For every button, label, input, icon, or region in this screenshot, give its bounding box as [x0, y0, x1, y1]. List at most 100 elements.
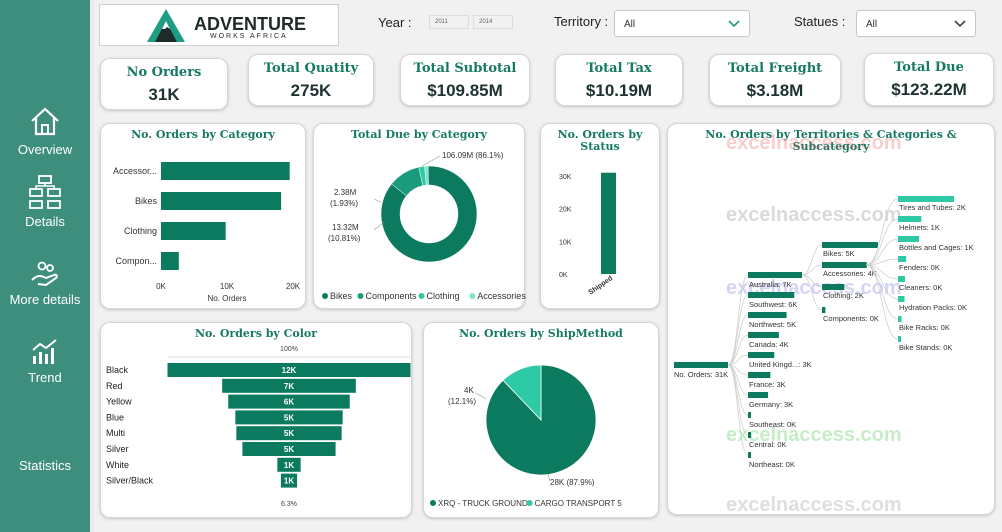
funnel-category-label: White: [106, 460, 129, 470]
tree-category-bar: [822, 307, 826, 313]
tree-connector: [801, 264, 823, 276]
nav-label: Details: [25, 214, 65, 229]
chart-orders-by-status: No. Orders by Status 0K 10K 20K 30K Shipped: [540, 123, 660, 309]
legend-label: Accessories: [477, 291, 526, 301]
legend-label: Bikes: [330, 291, 353, 301]
tree-subcategory-bar: [898, 276, 905, 282]
category-label: Clothing: [124, 226, 157, 236]
tree-connector: [865, 238, 899, 266]
legend-marker: [357, 293, 364, 299]
data-label: 4K: [464, 386, 474, 395]
funnel-bar: [167, 363, 411, 377]
tree-territory-bar: [748, 312, 787, 318]
trend-chart-icon: [32, 339, 57, 364]
category-label: Compon...: [115, 256, 157, 266]
chart-orders-by-category: No. Orders by Category Accessor... Bikes C…: [100, 123, 306, 309]
kpi-title: Total Tax: [586, 61, 652, 76]
tree-root-label: No. Orders: 31K: [674, 370, 728, 379]
status-value: All: [866, 19, 878, 30]
chart-title: No. Orders by Territories & Categories &…: [705, 128, 957, 153]
data-label: (1.93%): [330, 199, 358, 208]
total-due-donut-svg: 106.09M (86.1%) 2.38M (1.93%) 13.32M (10.81%…: [322, 151, 526, 301]
tree-territory-bar: [748, 272, 802, 278]
funnel-category-label: Red: [106, 381, 123, 391]
tree-subcategory-label: Bike Stands: 0K: [899, 343, 952, 352]
year-to-input[interactable]: 2014: [473, 15, 513, 29]
tree-subcategory-label: Hydration Packs: 0K: [899, 303, 967, 312]
nav-label: Overview: [17, 142, 73, 157]
tree-territory-label: Australia: 7K: [749, 280, 792, 289]
kpi-value: $10.19M: [585, 81, 653, 100]
tree-connector: [865, 218, 899, 266]
funnel-bar: [242, 442, 336, 456]
status-label: Statues :: [794, 14, 846, 29]
tree-connector: [727, 364, 749, 436]
legend-marker: [526, 500, 533, 506]
chevron-down-icon: [954, 20, 966, 28]
kpi-value: $123.22M: [891, 80, 967, 99]
kpi-card-subtotal: Total Subtotal $109.85M: [400, 54, 530, 106]
x-tick-label: 10K: [220, 282, 235, 291]
y-tick-label: 20K: [559, 207, 572, 214]
tree-connector: [865, 264, 899, 340]
territory-dropdown[interactable]: All: [614, 10, 750, 37]
tree-territory-bar: [748, 432, 751, 438]
tree-connector: [727, 294, 749, 366]
main-area: ADVENTURE WORKS AFRICA Year : 2011 2014 …: [94, 0, 1002, 532]
category-label: Accessor...: [113, 166, 157, 176]
x-tick-label: 20K: [286, 282, 301, 291]
chart-orders-by-color: No. Orders by Color 100% Black 12K Red 7K Yel…: [100, 322, 412, 518]
kpi-card-quantity: Total Quatity 275K: [248, 54, 374, 106]
x-axis-label: No. Orders: [207, 294, 246, 303]
kpi-title: Total Freight: [727, 61, 823, 76]
tree-connector: [727, 364, 749, 456]
nav-label: Statistics: [18, 458, 71, 473]
legend-marker: [469, 293, 476, 299]
funnel-category-label: Blue: [106, 412, 124, 422]
y-tick-label: 30K: [559, 174, 572, 181]
funnel-bar: [222, 378, 356, 393]
sidebar: Overview Details More details Trend: [0, 0, 90, 532]
year-from-input[interactable]: 2011: [429, 15, 469, 29]
year-slicer[interactable]: 2011 2014: [427, 12, 517, 34]
tree-subcategory-bar: [898, 316, 902, 322]
tree-subcategory-bar: [898, 196, 954, 202]
chart-title: No. Orders by Category: [131, 128, 275, 141]
status-bar: [601, 172, 616, 274]
leader-line: [421, 155, 441, 167]
kpi-value: $109.85M: [427, 81, 503, 100]
tree-territory-label: Southwest: 6K: [749, 300, 797, 309]
funnel-top-pct: 100%: [280, 346, 298, 353]
chart-decomposition-tree: No. Orders by Territories & Categories &…: [667, 123, 995, 515]
y-tick-label: 0K: [559, 272, 568, 279]
data-label: 13.32M: [332, 223, 359, 232]
funnel-category-label: Multi: [106, 428, 125, 438]
nav-details[interactable]: Details: [0, 174, 90, 229]
kpi-title: Total Due: [894, 60, 964, 75]
data-label: 28K (87.9%): [550, 478, 595, 487]
tree-subcategory-label: Bottles and Cages: 1K: [899, 243, 974, 252]
kpi-title: No Orders: [126, 65, 202, 80]
tree-subcategory-label: Helmets: 1K: [899, 223, 940, 232]
mountain-logo-icon: [147, 9, 185, 42]
funnel-value-label: 5K: [284, 413, 294, 422]
shipmethod-pie-svg: 4K (12.1%) 28K (87.9%) XRQ - TRUCK GROUND CA…: [430, 364, 622, 508]
funnel-value-label: 1K: [284, 477, 294, 486]
chevron-down-icon: [728, 20, 740, 28]
chart-title: No. Orders by ShipMethod: [459, 327, 623, 340]
y-tick-label: 10K: [559, 239, 572, 246]
nav-more-details[interactable]: More details: [0, 260, 90, 307]
nav-statistics[interactable]: Statistics: [0, 458, 90, 473]
nav-trend[interactable]: Trend: [0, 338, 90, 385]
funnel-value-label: 6K: [284, 398, 294, 407]
nav-overview[interactable]: Overview: [0, 104, 90, 157]
funnel-category-label: Yellow: [106, 397, 132, 407]
status-dropdown[interactable]: All: [856, 10, 976, 37]
tree-subcategory-bar: [898, 216, 922, 222]
tree-territory-bar: [748, 352, 775, 358]
funnel-value-label: 5K: [284, 429, 294, 438]
kpi-title: Total Subtotal: [413, 61, 517, 76]
legend-label: XRQ - TRUCK GROUND: [438, 499, 528, 508]
kpi-value: 275K: [290, 81, 332, 100]
funnel-category-label: Silver: [106, 444, 129, 454]
